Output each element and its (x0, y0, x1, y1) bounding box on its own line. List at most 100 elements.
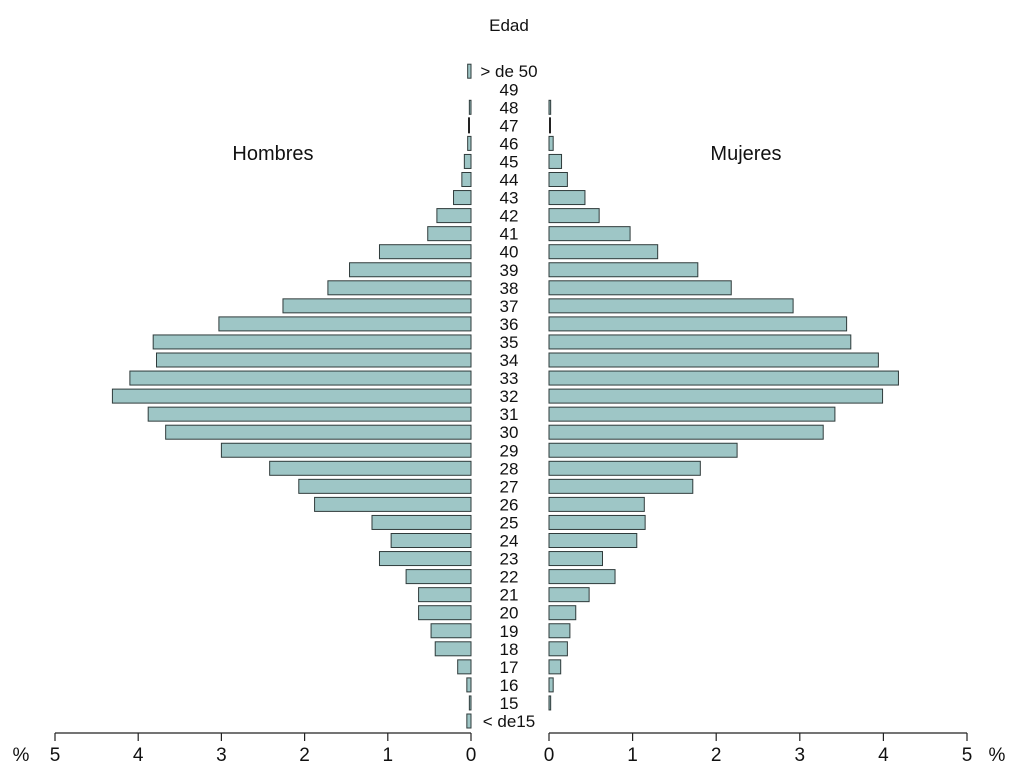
bar-hombres-22 (218, 316, 472, 332)
bar-mujeres-31 (548, 153, 563, 169)
bar-hombres-30 (461, 172, 472, 187)
bar-mujeres-22 (548, 316, 848, 332)
bar-mujeres-29 (548, 190, 586, 206)
age-label-21: 35 (500, 333, 519, 352)
bar-mujeres-24 (548, 280, 732, 296)
age-label-20: 34 (500, 351, 519, 370)
bar-mujeres-5 (548, 623, 571, 639)
age-label-19: 33 (500, 369, 519, 388)
age-label-23: 37 (500, 297, 519, 316)
age-label-12: 26 (500, 495, 519, 514)
left-tick-label-3: 3 (216, 745, 227, 766)
bar-hombres-4 (434, 641, 472, 657)
age-label-9: 23 (500, 550, 519, 569)
bar-hombres-17 (147, 406, 472, 422)
age-label-24: 38 (500, 279, 519, 298)
bar-mujeres-19 (548, 370, 899, 386)
bar-mujeres-30 (548, 172, 568, 187)
bar-mujeres-6 (548, 605, 577, 621)
bar-hombres-12 (314, 496, 472, 512)
age-label-11: 25 (500, 513, 519, 532)
bar-hombres-20 (156, 352, 472, 368)
bar-hombres-15 (220, 442, 472, 458)
bar-hombres-10 (390, 533, 472, 548)
age-label-8: 22 (500, 568, 519, 587)
bar-mujeres-15 (548, 442, 738, 458)
bar-hombres-9 (378, 551, 472, 567)
age-label-36: > de 50 (480, 62, 537, 81)
left-x-axis-ticks: 0 1 2 3 4 5 (50, 733, 477, 766)
bar-mujeres-23 (548, 298, 794, 314)
bar-hombres-2 (466, 677, 472, 693)
right-x-axis-ticks: 0 1 2 3 4 5 (544, 733, 973, 766)
bar-hombres-11 (371, 514, 472, 530)
age-label-33: 47 (500, 116, 519, 135)
age-label-14: 28 (500, 459, 519, 478)
bar-mujeres-4 (548, 641, 568, 657)
age-label-34: 48 (500, 98, 519, 117)
left-tick-label-0: 0 (466, 745, 477, 766)
mujeres-bars (548, 99, 899, 711)
age-labels: < de151516171819202122232425262728293031… (480, 62, 537, 731)
age-label-32: 46 (500, 134, 519, 153)
bar-hombres-25 (349, 262, 472, 278)
left-axis-unit: % (13, 745, 30, 766)
age-label-18: 32 (500, 387, 519, 406)
bar-hombres-23 (282, 298, 472, 314)
bar-hombres-29 (453, 190, 472, 206)
bar-mujeres-9 (548, 551, 603, 567)
bar-mujeres-25 (548, 262, 699, 278)
age-label-13: 27 (500, 477, 519, 496)
bar-mujeres-26 (548, 244, 659, 260)
age-label-7: 21 (500, 586, 519, 605)
bar-mujeres-20 (548, 352, 879, 368)
bar-hombres-5 (430, 623, 472, 639)
bar-mujeres-8 (548, 569, 616, 585)
age-label-31: 45 (500, 152, 519, 171)
bar-mujeres-21 (548, 334, 852, 350)
age-label-35: 49 (500, 80, 519, 99)
bar-hombres-8 (405, 569, 472, 585)
age-label-5: 19 (500, 622, 519, 641)
center-axis-title: Edad (489, 16, 529, 35)
bar-hombres-32 (467, 135, 472, 151)
bar-mujeres-2 (548, 677, 554, 693)
age-label-16: 30 (500, 423, 519, 442)
age-label-25: 39 (500, 261, 519, 280)
right-tick-label-5: 5 (962, 745, 973, 766)
bar-hombres-21 (152, 334, 472, 350)
left-tick-label-4: 4 (133, 745, 144, 766)
bar-hombres-14 (269, 460, 472, 476)
right-tick-label-3: 3 (795, 745, 806, 766)
right-panel-label: Mujeres (710, 143, 781, 165)
age-label-15: 29 (500, 441, 519, 460)
bar-mujeres-1 (548, 695, 552, 711)
age-label-2: 16 (500, 676, 519, 695)
left-tick-label-1: 1 (383, 745, 394, 766)
bar-mujeres-12 (548, 496, 645, 512)
age-label-3: 17 (500, 658, 519, 677)
right-tick-label-4: 4 (878, 745, 889, 766)
bar-mujeres-7 (548, 587, 590, 603)
bar-hombres-24 (327, 280, 472, 296)
bar-mujeres-11 (548, 514, 646, 530)
bar-hombres-26 (378, 244, 472, 260)
bar-mujeres-16 (548, 424, 824, 440)
right-tick-label-2: 2 (711, 745, 722, 766)
bar-hombres-31 (463, 153, 472, 169)
age-label-10: 24 (500, 532, 519, 551)
right-tick-label-0: 0 (544, 745, 555, 766)
bar-mujeres-28 (548, 208, 600, 224)
age-label-29: 43 (500, 189, 519, 208)
bar-hombres-19 (129, 370, 472, 386)
bar-hombres-0 (466, 713, 472, 729)
bar-hombres-16 (165, 424, 472, 440)
bar-mujeres-3 (548, 659, 562, 675)
age-label-26: 40 (500, 243, 519, 262)
age-label-22: 36 (500, 315, 519, 334)
age-label-0: < de15 (483, 712, 535, 731)
left-panel-label: Hombres (232, 143, 313, 165)
age-label-17: 31 (500, 405, 519, 424)
bar-hombres-1 (468, 695, 472, 711)
left-tick-label-2: 2 (299, 745, 310, 766)
